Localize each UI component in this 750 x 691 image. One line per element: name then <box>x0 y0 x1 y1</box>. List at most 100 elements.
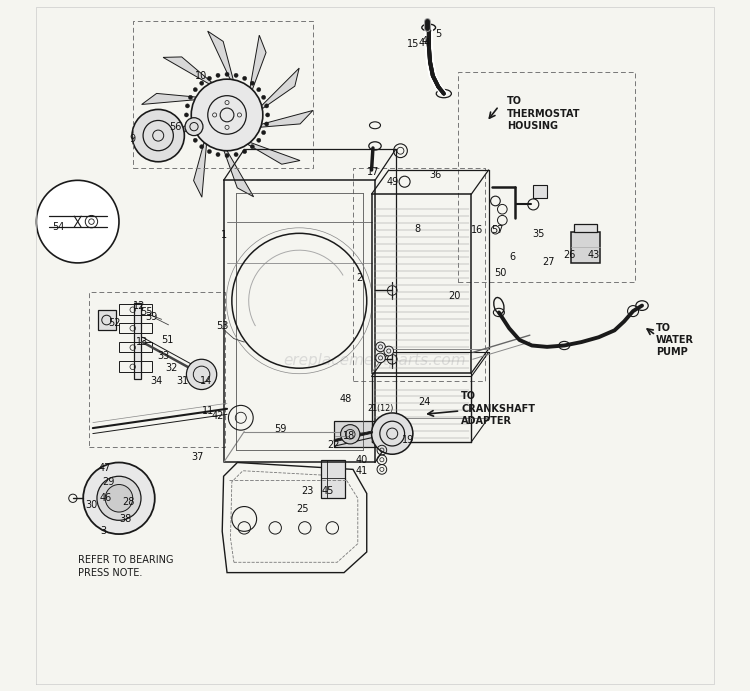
Polygon shape <box>208 31 233 79</box>
Text: 16: 16 <box>471 225 483 235</box>
Circle shape <box>376 353 386 363</box>
Text: 18: 18 <box>343 431 355 442</box>
Polygon shape <box>261 111 313 127</box>
Circle shape <box>200 144 204 149</box>
Text: 3: 3 <box>100 527 106 536</box>
Text: 17: 17 <box>368 167 380 177</box>
Text: 30: 30 <box>86 500 98 510</box>
Text: 8: 8 <box>415 223 421 234</box>
Text: TO
THERMOSTAT
HOUSING: TO THERMOSTAT HOUSING <box>507 96 580 131</box>
Text: 26: 26 <box>563 249 575 260</box>
Text: 38: 38 <box>120 514 132 524</box>
Circle shape <box>242 76 247 80</box>
Circle shape <box>184 113 188 117</box>
Circle shape <box>340 425 360 444</box>
Text: 54: 54 <box>53 222 64 232</box>
Circle shape <box>132 109 184 162</box>
Text: 23: 23 <box>302 486 313 496</box>
Text: 37: 37 <box>191 452 204 462</box>
Text: 35: 35 <box>532 229 545 239</box>
Text: 43: 43 <box>588 249 600 260</box>
Circle shape <box>188 131 193 135</box>
Text: 53: 53 <box>216 321 229 331</box>
Circle shape <box>234 73 238 77</box>
Text: 9: 9 <box>130 134 136 144</box>
Text: 41: 41 <box>355 466 368 476</box>
Bar <box>533 185 547 198</box>
Bar <box>119 361 152 372</box>
Circle shape <box>194 138 197 142</box>
Polygon shape <box>163 57 212 84</box>
Circle shape <box>216 153 220 157</box>
Circle shape <box>371 413 413 454</box>
Text: 48: 48 <box>340 394 352 404</box>
Text: 49: 49 <box>386 177 398 187</box>
Polygon shape <box>194 142 206 197</box>
Text: 33: 33 <box>157 351 170 361</box>
Circle shape <box>185 104 190 108</box>
Circle shape <box>242 149 247 153</box>
Bar <box>119 342 152 352</box>
Circle shape <box>384 346 394 356</box>
Bar <box>119 323 152 333</box>
Polygon shape <box>224 151 254 197</box>
Text: 20: 20 <box>448 291 460 301</box>
Circle shape <box>185 122 190 126</box>
Bar <box>321 460 346 498</box>
Circle shape <box>266 113 270 117</box>
Text: 42: 42 <box>212 410 224 421</box>
Text: 6: 6 <box>509 252 516 263</box>
Bar <box>98 310 116 330</box>
Text: 39: 39 <box>146 312 158 321</box>
Text: 13: 13 <box>136 337 148 347</box>
Text: 50: 50 <box>494 268 506 278</box>
Text: 21(12): 21(12) <box>368 404 394 413</box>
Text: 25: 25 <box>296 504 309 514</box>
Text: 28: 28 <box>122 498 135 507</box>
Text: 47: 47 <box>99 463 112 473</box>
Polygon shape <box>250 35 266 90</box>
Circle shape <box>97 476 141 520</box>
Polygon shape <box>142 93 196 104</box>
Text: 45: 45 <box>322 486 334 496</box>
Circle shape <box>225 73 229 77</box>
Text: 10: 10 <box>196 70 208 81</box>
Text: 19: 19 <box>402 435 414 446</box>
Circle shape <box>251 81 254 85</box>
Text: 15: 15 <box>406 39 419 49</box>
Circle shape <box>256 88 261 92</box>
Text: 2: 2 <box>357 273 363 283</box>
Circle shape <box>265 122 268 126</box>
Circle shape <box>216 73 220 77</box>
Text: TO
CRANKSHAFT
ADAPTER: TO CRANKSHAFT ADAPTER <box>461 391 535 426</box>
Text: 4: 4 <box>422 37 428 46</box>
Text: 59: 59 <box>274 424 286 435</box>
Bar <box>572 232 600 263</box>
Text: 27: 27 <box>542 256 555 267</box>
Text: 12: 12 <box>134 301 146 310</box>
Text: 51: 51 <box>161 335 173 345</box>
Bar <box>119 304 152 314</box>
Text: 34: 34 <box>150 377 162 386</box>
Text: 36: 36 <box>430 170 442 180</box>
Bar <box>134 303 141 379</box>
Text: 55: 55 <box>140 307 153 317</box>
Circle shape <box>225 153 229 158</box>
Text: 24: 24 <box>419 397 430 407</box>
Text: 40: 40 <box>355 455 368 465</box>
Circle shape <box>185 117 203 135</box>
Circle shape <box>37 180 119 263</box>
Circle shape <box>200 81 204 85</box>
Text: 31: 31 <box>176 377 188 386</box>
Circle shape <box>234 153 238 157</box>
Circle shape <box>207 76 212 80</box>
Text: 44: 44 <box>419 38 430 48</box>
Circle shape <box>256 138 261 142</box>
Text: TO
WATER
PUMP: TO WATER PUMP <box>656 323 694 357</box>
Text: 14: 14 <box>200 377 212 386</box>
Polygon shape <box>262 68 299 108</box>
Circle shape <box>251 144 254 149</box>
Circle shape <box>105 484 133 512</box>
Circle shape <box>262 95 266 100</box>
Circle shape <box>83 462 154 534</box>
